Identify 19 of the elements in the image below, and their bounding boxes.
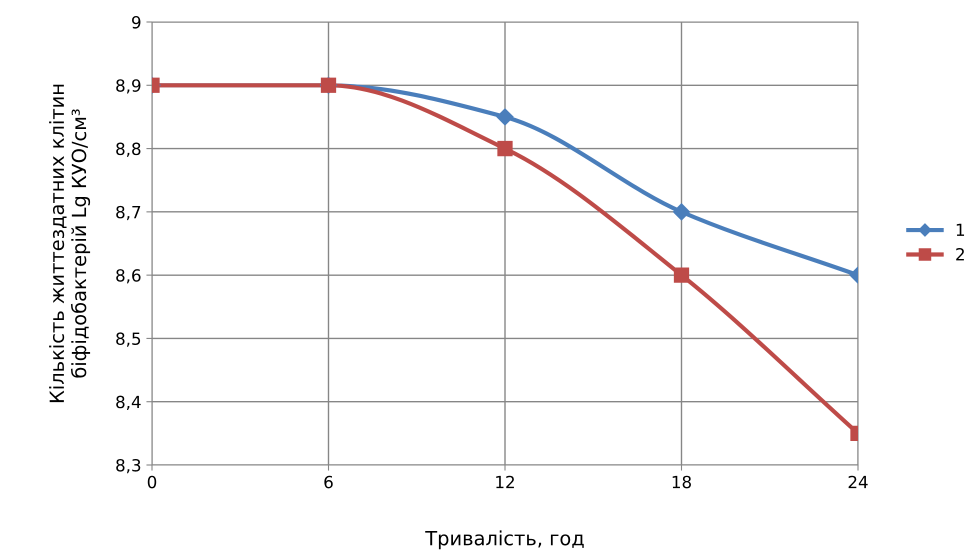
x-tick-label: 6 [324, 476, 333, 488]
y-tick-label: 9 [132, 16, 140, 29]
x-tick-label: 24 [848, 476, 868, 488]
y-tick-label: 8,8 [116, 142, 140, 157]
x-tick-label: 0 [148, 476, 156, 488]
point [496, 108, 514, 126]
legend-label: 1 [956, 224, 964, 236]
x-tick-label: 18 [672, 476, 691, 488]
y-tick-label: 8,3 [116, 458, 140, 474]
legend-label: 2 [956, 248, 964, 260]
x-axis-title: Тривалість, год [425, 530, 584, 550]
y-tick-label: 8,9 [116, 79, 140, 94]
y-tick-label: 8,6 [116, 269, 141, 284]
y-tick-label: 8,5 [116, 332, 140, 347]
y-axis-title: Кількість життездатних клітин біфідобактерій Lg КУО/см³ [49, 84, 90, 402]
y-tick-label: 8,4 [116, 396, 141, 410]
y-tick-label: 8,7 [116, 206, 140, 220]
point [497, 140, 513, 156]
x-tick-label: 12 [496, 476, 514, 488]
